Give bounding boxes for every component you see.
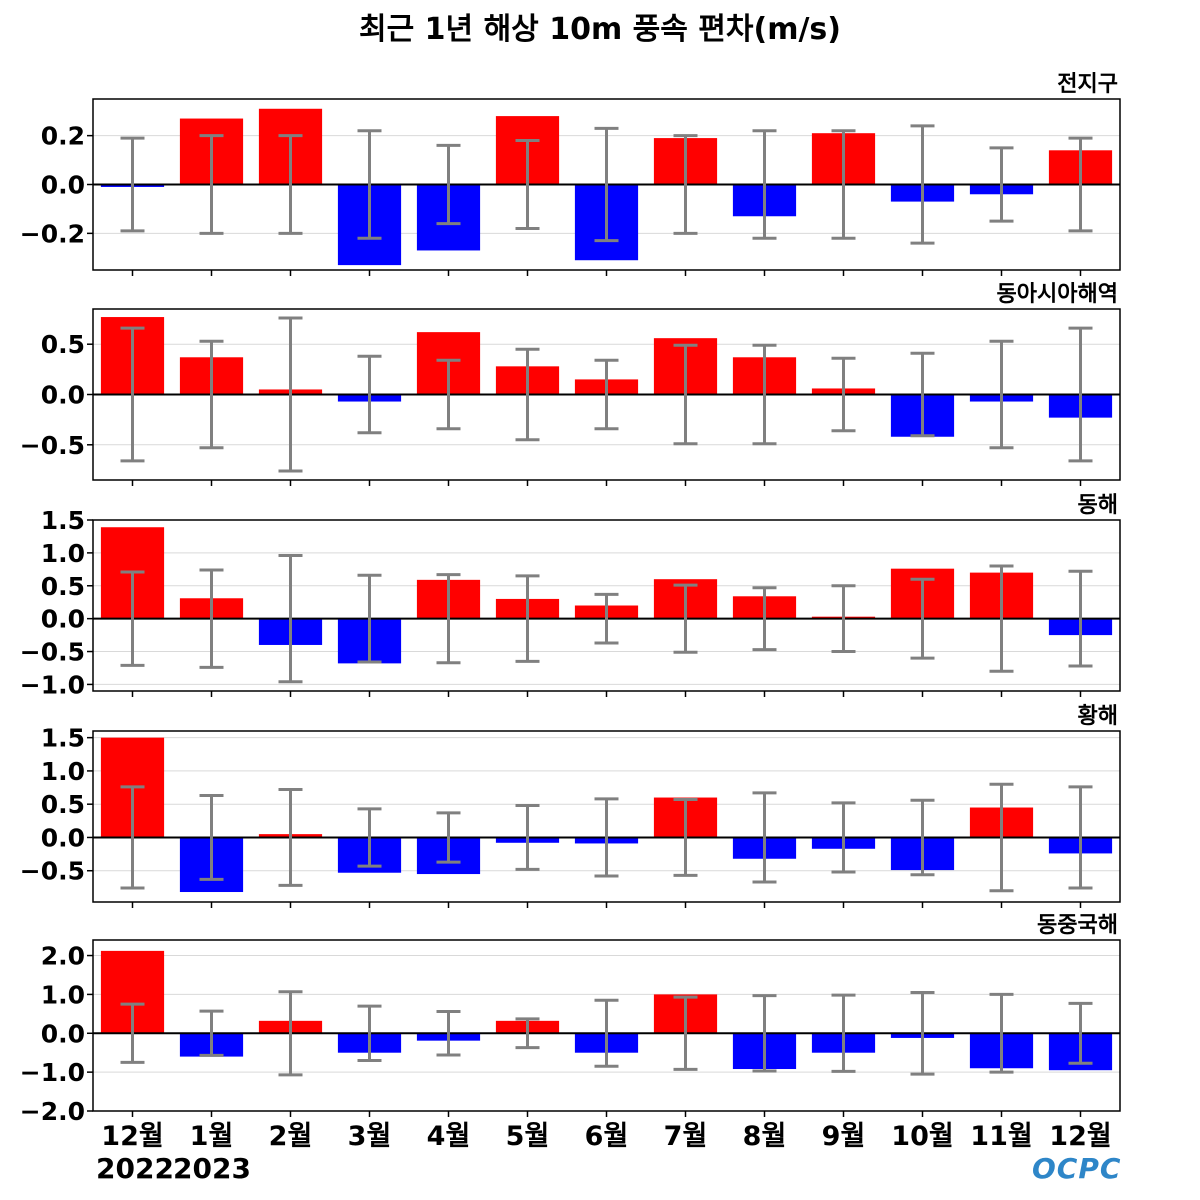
x-tick-label: 11월	[970, 1121, 1032, 1152]
y-tick-label: 2.0	[41, 942, 85, 971]
y-tick-label: 1.5	[41, 506, 85, 535]
y-tick-label: 1.0	[41, 539, 85, 568]
y-tick-label: 0.0	[41, 171, 85, 200]
y-tick-label: 0.5	[41, 572, 85, 601]
panel-title: 동중국해	[1037, 913, 1118, 938]
x-tick-label: 2월	[269, 1121, 313, 1152]
x-tick-label: 12월	[1049, 1121, 1111, 1152]
panel-title: 동아시아해역	[997, 282, 1118, 307]
y-tick-label: 1.0	[41, 980, 85, 1009]
y-tick-label: 0.5	[41, 790, 85, 819]
y-tick-label: 0.0	[41, 381, 85, 410]
panel-title: 전지구	[1057, 72, 1118, 97]
panel-title: 동해	[1078, 493, 1118, 518]
y-tick-label: −0.5	[20, 431, 85, 460]
y-tick-label: 1.5	[41, 724, 85, 753]
y-tick-label: −0.2	[20, 219, 85, 248]
y-tick-label: −2.0	[20, 1097, 85, 1126]
x-tick-label: 7월	[664, 1121, 708, 1152]
y-tick-label: 0.2	[41, 122, 85, 151]
x-tick-label: 6월	[585, 1121, 629, 1152]
year-label-2023: 2023	[173, 1152, 251, 1185]
x-tick-label: 8월	[743, 1121, 787, 1152]
x-tick-label: 5월	[506, 1121, 550, 1152]
x-tick-label: 10월	[891, 1121, 953, 1152]
y-tick-label: 0.5	[41, 330, 85, 359]
ocpc-logo: OCPC	[1032, 1152, 1122, 1185]
year-label-2022: 2022	[96, 1152, 174, 1185]
y-tick-label: 0.0	[41, 823, 85, 852]
y-tick-label: −1.0	[20, 670, 85, 699]
y-tick-label: −1.0	[20, 1058, 85, 1087]
y-tick-label: 0.0	[41, 605, 85, 634]
chart-title: 최근 1년 해상 10m 풍속 편차(m/s)	[359, 12, 841, 47]
x-tick-label: 3월	[348, 1121, 392, 1152]
x-tick-label: 12월	[101, 1121, 163, 1152]
y-tick-label: −0.5	[20, 857, 85, 886]
x-tick-label: 4월	[427, 1121, 471, 1152]
y-tick-label: 0.0	[41, 1019, 85, 1048]
y-tick-label: 1.0	[41, 757, 85, 786]
y-tick-label: −0.5	[20, 638, 85, 667]
x-tick-label: 9월	[822, 1121, 866, 1152]
panel-title: 황해	[1078, 704, 1118, 729]
x-tick-label: 1월	[190, 1121, 234, 1152]
